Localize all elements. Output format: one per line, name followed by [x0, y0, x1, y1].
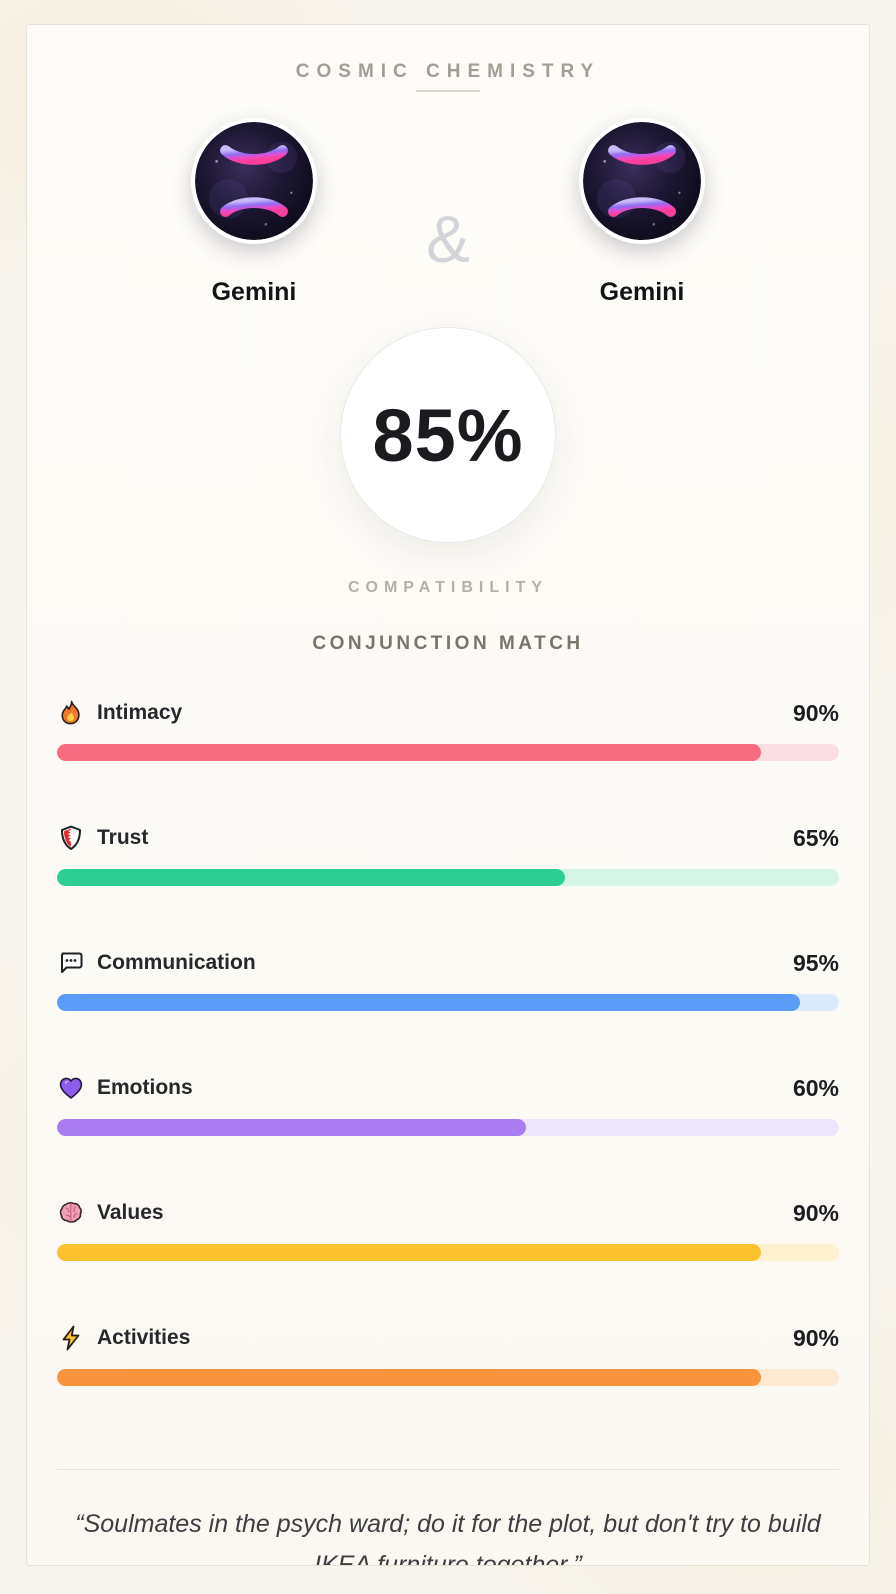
stat-bar-fill — [57, 744, 761, 761]
stat-bar-track — [57, 1369, 839, 1386]
stat-label: Values — [97, 1201, 164, 1224]
score-caption: COMPATIBILITY — [347, 579, 549, 596]
stat-bar-track — [57, 744, 839, 761]
stat-row-communication: Communication 95% — [57, 935, 839, 1060]
stat-bar-fill — [57, 994, 800, 1011]
gemini-icon — [195, 122, 313, 240]
fire-icon — [57, 699, 85, 727]
purple-heart-icon — [57, 1074, 85, 1102]
gemini-icon — [583, 122, 701, 240]
stat-bar-fill — [57, 1244, 761, 1261]
stat-bar-track — [57, 1119, 839, 1136]
stats-list: Intimacy 90% Trust 65 — [57, 685, 839, 1435]
stat-row-intimacy: Intimacy 90% — [57, 685, 839, 810]
score-circle: 85% — [340, 327, 556, 543]
left-sign: Gemini — [154, 118, 354, 307]
page-title: COSMIC CHEMISTRY — [295, 61, 601, 82]
left-sign-avatar — [190, 118, 317, 244]
right-sign-name: Gemini — [599, 278, 685, 306]
stat-bar-track — [57, 869, 839, 886]
stat-label: Communication — [97, 951, 256, 974]
compatibility-card: COSMIC CHEMISTRY Gemini & Gemini 85% COM… — [26, 24, 870, 1566]
sign-pair: Gemini & Gemini — [57, 118, 839, 307]
stat-label: Activities — [97, 1326, 191, 1349]
stat-value: 95% — [792, 949, 839, 976]
stat-row-activities: Activities 90% — [57, 1310, 839, 1435]
stat-value: 60% — [792, 1074, 839, 1101]
stat-bar-track — [57, 1244, 839, 1261]
ampersand: & — [425, 201, 471, 276]
stat-bar-fill — [57, 1119, 527, 1136]
score-section: 85% COMPATIBILITY — [57, 327, 839, 597]
compatibility-quote: “Soulmates in the psych ward; do it for … — [75, 1510, 821, 1566]
stat-label: Intimacy — [97, 701, 183, 724]
right-sign-avatar — [579, 118, 706, 244]
stat-bar-fill — [57, 1369, 761, 1386]
stat-row-values: Values 90% — [57, 1185, 839, 1310]
right-sign: Gemini — [542, 118, 742, 307]
match-type-heading: CONJUNCTION MATCH — [312, 633, 584, 654]
stat-label: Trust — [97, 826, 149, 849]
shield-icon — [57, 824, 85, 852]
stat-bar-fill — [57, 869, 566, 886]
speech-bubble-icon — [57, 949, 85, 977]
stat-bar-track — [57, 994, 839, 1011]
title-underline — [416, 90, 480, 92]
score-value: 85% — [372, 393, 524, 477]
brain-icon — [57, 1199, 85, 1227]
stat-row-trust: Trust 65% — [57, 810, 839, 935]
stat-label: Emotions — [97, 1076, 193, 1099]
stat-row-emotions: Emotions 60% — [57, 1060, 839, 1185]
stat-value: 90% — [792, 699, 839, 726]
stat-value: 90% — [792, 1199, 839, 1226]
left-sign-name: Gemini — [211, 278, 297, 306]
stat-value: 90% — [792, 1324, 839, 1351]
stat-value: 65% — [792, 824, 839, 851]
divider — [57, 1469, 839, 1470]
lightning-icon — [57, 1324, 85, 1352]
